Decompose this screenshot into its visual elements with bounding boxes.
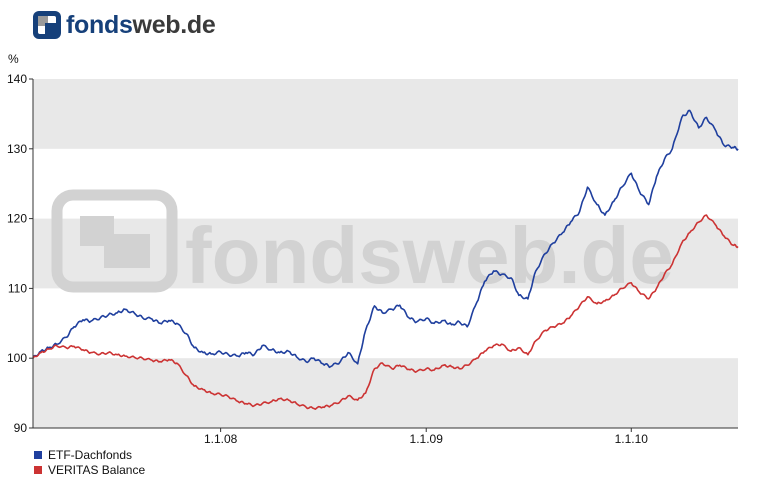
grid-band	[33, 358, 738, 428]
grid-bands	[33, 79, 738, 428]
fondsweb-logo: fondsweb.de	[32, 8, 216, 42]
y-tick-label: 140	[7, 72, 27, 86]
grid-band	[33, 218, 738, 289]
watermark-text: fondsweb.de	[185, 211, 674, 300]
series-line-veritas-balance	[32, 214, 739, 410]
watermark: fondsweb.de	[51, 189, 674, 300]
logo-text: fondsweb.de	[66, 11, 216, 40]
legend-label-veritas-balance: VERITAS Balance	[48, 463, 146, 477]
axes: 90 100 110 120 130 140 1.1.08 1.1.09 1.1.10	[7, 72, 738, 446]
logo-text-part2: web.de	[132, 10, 216, 39]
legend-item-veritas-balance: VERITAS Balance	[34, 463, 145, 477]
series-line-etf-dachfonds	[32, 109, 739, 369]
x-tick-label: 1.1.09	[410, 432, 444, 446]
legend-swatch-veritas-balance	[34, 466, 42, 474]
y-tick-label: 100	[7, 351, 27, 365]
y-tick-label: 90	[14, 421, 28, 435]
logo-mark-icon	[33, 11, 61, 39]
legend-label-etf-dachfonds: ETF-Dachfonds	[48, 448, 133, 462]
y-tick-label: 120	[7, 212, 27, 226]
y-tick-label: 110	[8, 281, 27, 295]
x-tick-label: 1.1.10	[615, 432, 649, 446]
y-axis-label: %	[8, 52, 19, 66]
logo-text-part1: fonds	[66, 10, 133, 39]
legend-item-etf-dachfonds: ETF-Dachfonds	[34, 448, 132, 462]
grid-band	[33, 79, 738, 149]
x-tick-label: 1.1.08	[204, 432, 238, 446]
y-tick-label: 130	[7, 142, 27, 156]
watermark-logo-icon	[51, 189, 178, 293]
series-layer	[32, 109, 739, 410]
legend-swatch-etf-dachfonds	[34, 451, 42, 459]
